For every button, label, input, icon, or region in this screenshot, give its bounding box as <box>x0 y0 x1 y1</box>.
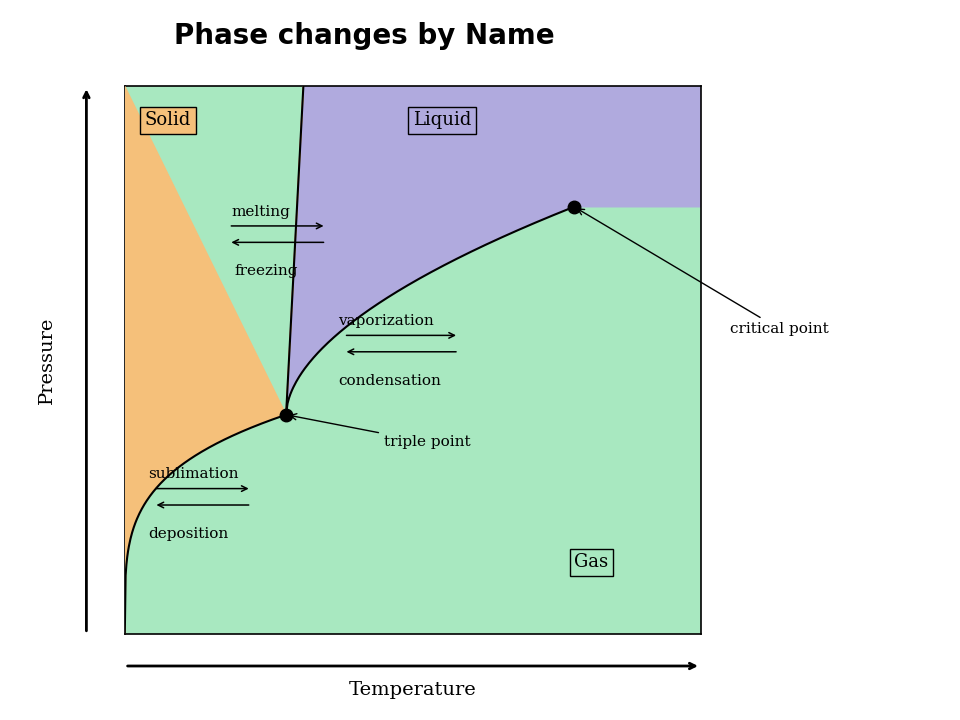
Text: Solid: Solid <box>145 111 191 129</box>
Text: deposition: deposition <box>148 527 228 541</box>
Text: freezing: freezing <box>234 264 298 278</box>
Text: Phase changes by Name: Phase changes by Name <box>175 22 555 50</box>
Text: condensation: condensation <box>338 374 441 387</box>
Text: triple point: triple point <box>290 414 470 449</box>
Text: Pressure: Pressure <box>38 316 57 404</box>
Text: Temperature: Temperature <box>348 681 477 699</box>
Text: Liquid: Liquid <box>413 111 471 129</box>
Polygon shape <box>286 86 701 415</box>
Text: critical point: critical point <box>578 209 828 336</box>
Text: Gas: Gas <box>574 554 609 572</box>
Polygon shape <box>125 86 303 634</box>
Polygon shape <box>125 86 701 634</box>
Text: vaporization: vaporization <box>338 314 434 328</box>
Text: sublimation: sublimation <box>148 467 238 482</box>
Text: melting: melting <box>231 204 290 219</box>
